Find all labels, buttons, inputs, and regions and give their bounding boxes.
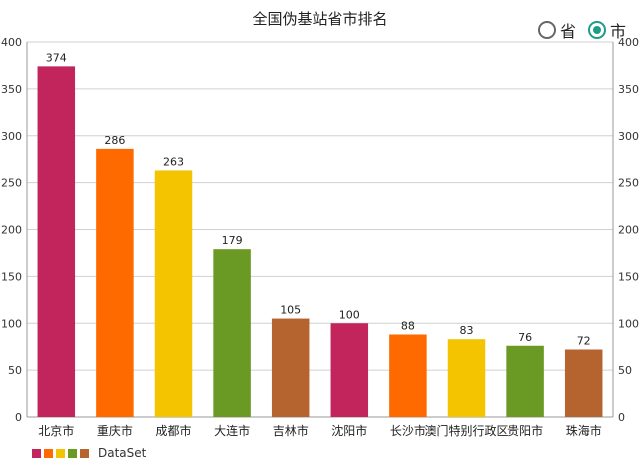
data-label-5: 100 [339, 308, 360, 321]
x-tick-2: 成都市 [155, 423, 191, 438]
data-label-3: 179 [222, 234, 243, 247]
legend-swatch-4 [80, 448, 89, 458]
y-tick-right-100: 100 [618, 317, 639, 330]
bar-8 [506, 345, 544, 417]
legend-swatch-2 [56, 448, 65, 458]
region-toggle: 省 市 [537, 18, 632, 42]
radio-province[interactable]: 省 [537, 18, 582, 42]
y-tick-right-200: 200 [618, 224, 639, 237]
legend-swatch-1 [44, 448, 53, 458]
chart-title: 全国伪基站省市排名 [252, 10, 388, 28]
data-label-2: 263 [163, 155, 184, 168]
y-tick-right-250: 250 [618, 177, 639, 190]
legend: DataSet [32, 446, 146, 460]
y-tick-left-400: 400 [1, 36, 22, 49]
bar-4 [271, 318, 310, 417]
radio-province-circle[interactable] [537, 21, 556, 39]
y-tick-left-150: 150 [1, 270, 22, 283]
radio-city-circle[interactable] [587, 21, 606, 39]
data-label-1: 286 [104, 134, 125, 147]
y-tick-left-300: 300 [1, 130, 22, 143]
x-tick-5: 沈阳市 [331, 423, 367, 438]
data-label-9: 72 [577, 335, 591, 348]
bar-7 [447, 339, 486, 417]
x-tick-0: 北京市 [38, 423, 74, 438]
y-tick-right-0: 0 [618, 411, 625, 424]
y-tick-right-150: 150 [618, 270, 639, 283]
y-tick-left-0: 0 [15, 411, 22, 424]
y-tick-right-400: 400 [618, 36, 639, 49]
x-tick-4: 吉林市 [273, 423, 309, 438]
data-label-0: 374 [46, 51, 67, 64]
x-tick-8: 贵阳市 [507, 423, 543, 438]
y-tick-left-100: 100 [1, 317, 22, 330]
bar-5 [330, 323, 369, 417]
x-tick-3: 大连市 [214, 423, 250, 438]
radio-city-label: 市 [609, 22, 626, 41]
x-tick-1: 重庆市 [97, 423, 133, 438]
x-tick-7: 澳门特别行政区 [424, 423, 508, 438]
legend-label: DataSet [98, 446, 147, 460]
x-tick-6: 长沙市 [390, 423, 426, 438]
legend-swatch-0 [32, 448, 41, 458]
y-tick-right-300: 300 [618, 130, 639, 143]
y-tick-left-250: 250 [1, 177, 22, 190]
radio-province-label: 省 [559, 22, 576, 41]
data-label-7: 83 [460, 324, 474, 337]
y-tick-left-50: 50 [8, 364, 22, 377]
y-tick-right-50: 50 [618, 364, 632, 377]
bar-0 [37, 66, 76, 417]
data-label-4: 105 [280, 304, 301, 317]
bar-1 [96, 148, 134, 417]
bar-3 [213, 249, 251, 417]
radio-city[interactable]: 市 [587, 18, 632, 42]
data-label-8: 76 [518, 331, 532, 344]
bar-9 [564, 349, 603, 417]
y-tick-left-200: 200 [1, 224, 22, 237]
bar-6 [389, 334, 427, 417]
y-tick-right-350: 350 [618, 83, 639, 96]
legend-swatches [32, 448, 89, 458]
bar-2 [154, 170, 193, 417]
x-tick-9: 珠海市 [566, 423, 602, 438]
y-tick-left-350: 350 [1, 83, 22, 96]
data-label-6: 88 [401, 320, 415, 333]
legend-swatch-3 [68, 448, 77, 458]
